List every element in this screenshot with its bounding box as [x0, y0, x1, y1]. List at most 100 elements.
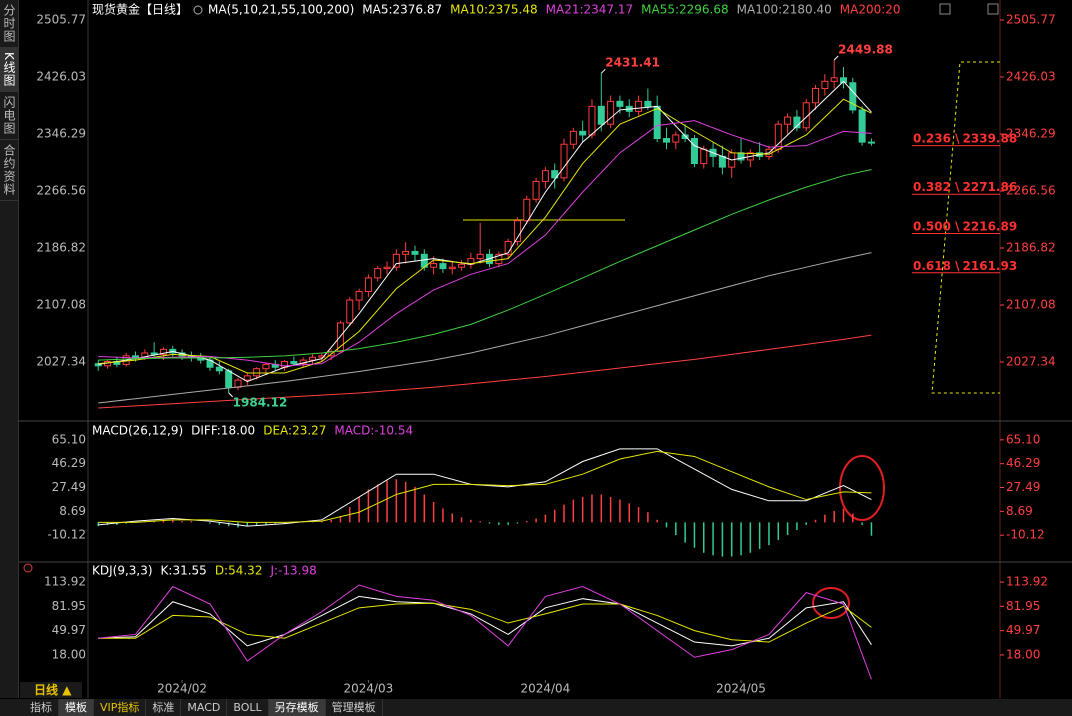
annotation-marker — [228, 392, 234, 398]
annotation-label: 2449.88 — [838, 42, 893, 56]
y-tick-label: 27.49 — [52, 480, 86, 494]
legend-entry: D:54.32 — [215, 564, 263, 578]
indicator-label: KDJ(9,3,3) — [92, 564, 153, 578]
candle-body — [159, 348, 167, 355]
fib-label: 0.618 \ 2161.93 — [913, 258, 1017, 272]
sidebar-tab[interactable]: 合约资料 — [0, 140, 18, 201]
indicator-line — [98, 80, 872, 383]
candle-body — [644, 100, 652, 107]
y-tick-label: 113.92 — [1006, 575, 1048, 589]
indicator-line — [98, 595, 872, 647]
legend-entry: MA100:2180.40 — [737, 3, 832, 17]
candle-body — [616, 100, 624, 107]
footer-tab[interactable]: 管理模板 — [326, 699, 383, 716]
sidebar-tab[interactable]: 分时图 — [0, 0, 18, 48]
y-tick-label: 113.92 — [44, 575, 86, 589]
indicator-line — [98, 450, 872, 523]
candle-body — [653, 105, 661, 140]
y-tick-label: 2426.03 — [36, 70, 86, 84]
indicator-label: MACD(26,12,9) — [92, 424, 183, 438]
candle-body — [867, 141, 875, 144]
footer-tab[interactable]: BOLL — [227, 699, 269, 716]
fib-ratio: 0.236 \ — [913, 131, 960, 145]
fib-label: 0.382 \ 2271.86 — [913, 180, 1017, 194]
x-tick-label: 2024/03 — [343, 682, 393, 696]
candle-body — [784, 116, 792, 125]
x-tick-label: 2024/02 — [157, 682, 207, 696]
legend-entry: MA200:20 — [840, 3, 901, 17]
y-tick-label: 81.95 — [1006, 599, 1040, 613]
window-icon[interactable] — [987, 3, 999, 15]
fib-label: 0.236 \ 2339.88 — [913, 131, 1017, 145]
legend-entry: MA5:2376.87 — [362, 3, 442, 17]
y-tick-label: 2107.08 — [36, 298, 86, 312]
candle-body — [523, 198, 531, 222]
candle-body — [607, 100, 615, 125]
candle-body — [849, 82, 857, 111]
settings-icon — [193, 5, 203, 15]
y-tick-label: 65.10 — [1006, 432, 1040, 446]
y-tick-label: 2027.34 — [36, 355, 86, 369]
sidebar-tab[interactable]: 闪电图 — [0, 92, 18, 140]
indicator-line — [98, 120, 872, 367]
candle-body — [560, 143, 568, 179]
y-tick-label: 49.97 — [1006, 623, 1040, 637]
period-label[interactable]: 日线 — [34, 683, 59, 697]
sidebar-tab[interactable]: K线图 — [0, 48, 18, 92]
footer-tabs: 指标 模板 VIP指标 标准 MACD BOLL 另存模板 管理模板 — [0, 699, 1072, 716]
y-tick-label: 27.49 — [1006, 480, 1040, 494]
candle-body — [215, 366, 223, 372]
fib-ratio: 0.382 \ — [913, 180, 960, 194]
legend-entry: MA21:2347.17 — [546, 3, 634, 17]
indicator-line — [98, 448, 872, 527]
y-tick-label: 2505.77 — [1006, 13, 1056, 27]
legend-entry: J:-13.98 — [269, 564, 316, 578]
highlight-circle — [812, 587, 850, 619]
candle-body — [318, 355, 326, 358]
candle-body — [243, 375, 251, 381]
footer-tab[interactable]: VIP指标 — [94, 699, 147, 716]
y-tick-label: 18.00 — [1006, 647, 1040, 661]
window-icon[interactable] — [939, 3, 951, 15]
legend-entry: MACD:-10.54 — [334, 424, 413, 438]
y-tick-label: 2505.77 — [36, 13, 86, 27]
candle-body — [681, 134, 689, 140]
y-tick-label: 18.00 — [52, 647, 86, 661]
y-tick-label: 2027.34 — [1006, 355, 1056, 369]
candle-body — [262, 363, 270, 370]
footer-tab[interactable]: 模板 — [59, 699, 94, 716]
legend-entry: MA10:2375.48 — [450, 3, 538, 17]
fib-ratio: 0.500 \ — [913, 219, 960, 233]
footer-tab[interactable]: 另存模板 — [268, 699, 326, 716]
y-tick-label: 8.69 — [1006, 504, 1033, 518]
fib-value: 2216.89 — [963, 219, 1018, 233]
candle-body — [802, 102, 810, 129]
indicator-line — [98, 168, 872, 361]
period-selector[interactable]: 日线 ▲ — [20, 682, 82, 698]
indicator-line — [98, 602, 872, 643]
footer-tab[interactable]: MACD — [181, 699, 228, 716]
indicator-line — [98, 252, 872, 404]
fib-value: 2339.88 — [963, 131, 1018, 145]
footer-tab[interactable]: 指标 — [24, 699, 59, 716]
y-tick-label: 2107.08 — [1006, 298, 1056, 312]
y-tick-label: 2346.29 — [36, 127, 86, 141]
y-tick-label: 46.29 — [52, 456, 86, 470]
legend-entry: DIFF:18.00 — [191, 424, 255, 438]
candle-body — [364, 277, 372, 292]
x-tick-label: 2024/05 — [716, 682, 766, 696]
annotation-label: 2431.41 — [605, 56, 660, 70]
annotation-label: 1984.12 — [233, 395, 288, 409]
candle-body — [635, 100, 643, 112]
y-tick-label: 8.69 — [59, 504, 86, 518]
candle-body — [309, 356, 317, 361]
annotation-marker — [600, 68, 606, 74]
panel-icon[interactable] — [23, 563, 33, 573]
y-tick-label: 2186.82 — [36, 241, 86, 255]
candle-body — [290, 361, 298, 365]
y-tick-label: 2346.29 — [1006, 127, 1056, 141]
candle-body — [579, 130, 587, 136]
legend-entry: K:31.55 — [161, 564, 207, 578]
candle-body — [513, 220, 521, 242]
footer-tab[interactable]: 标准 — [146, 699, 182, 716]
